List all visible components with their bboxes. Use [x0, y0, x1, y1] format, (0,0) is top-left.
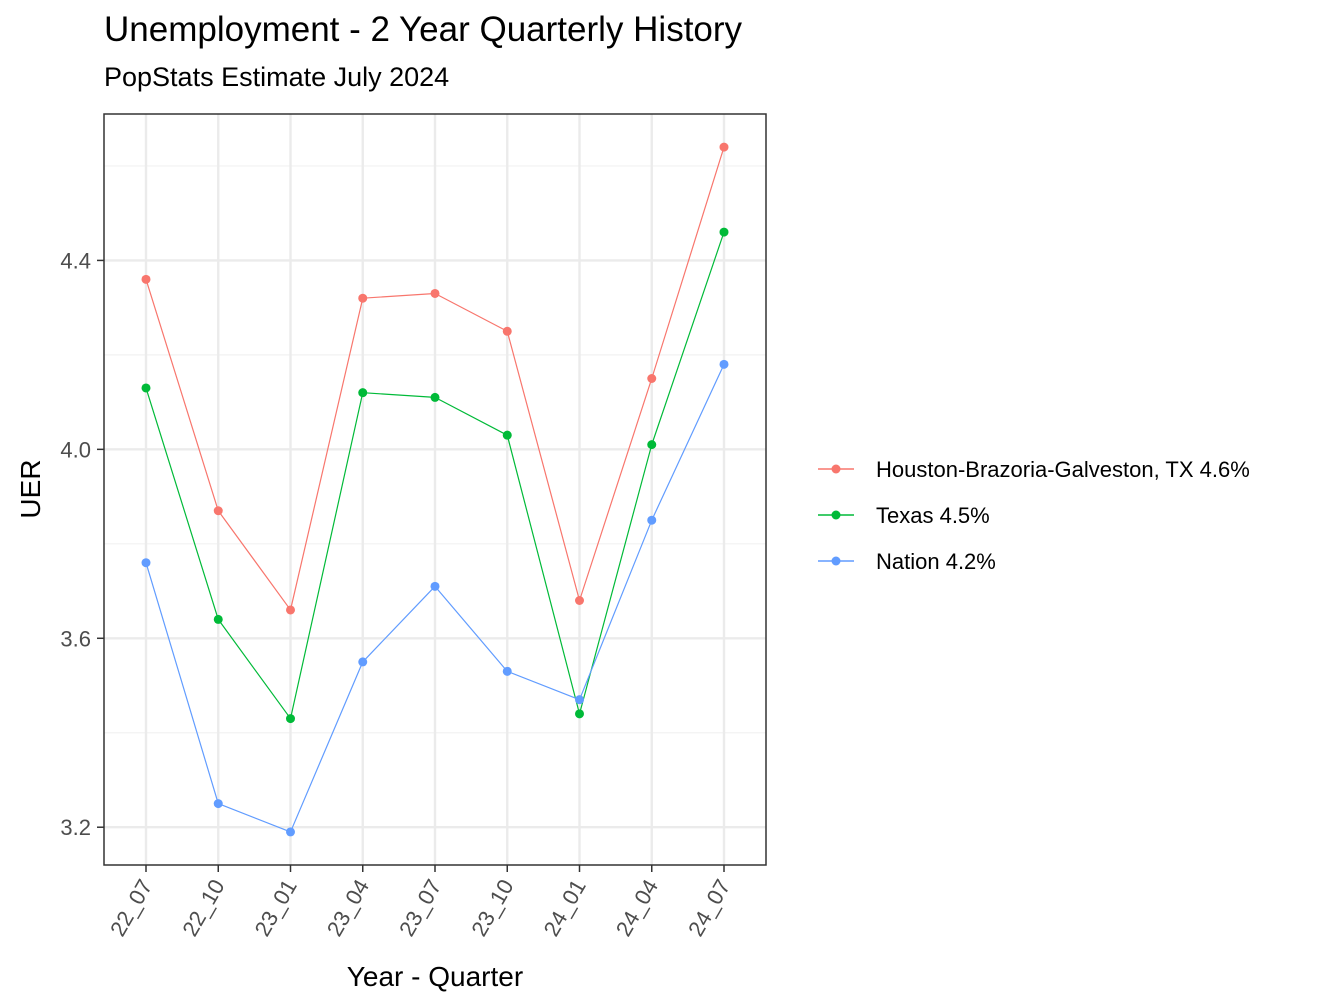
data-point — [286, 605, 295, 615]
x-tick-label: 24_01 — [539, 875, 591, 940]
data-point — [575, 595, 584, 605]
legend-label: Nation 4.2% — [876, 549, 996, 574]
data-point — [358, 293, 368, 303]
y-tick-label: 3.6 — [60, 626, 91, 651]
data-point — [647, 515, 657, 525]
series-2 — [141, 359, 729, 837]
legend: Houston-Brazoria-Galveston, TX 4.6% Texas… — [818, 457, 1250, 574]
data-point — [647, 374, 657, 384]
data-point — [141, 383, 151, 393]
data-point — [213, 506, 223, 516]
data-point — [502, 666, 512, 676]
series-layer — [141, 142, 729, 837]
data-point — [213, 614, 223, 624]
legend-item: Nation 4.2% — [818, 549, 996, 574]
data-point — [141, 558, 151, 568]
data-point — [502, 326, 512, 336]
y-tick-label: 4.4 — [60, 248, 91, 273]
data-point — [719, 227, 729, 237]
data-point — [286, 827, 295, 837]
legend-key-point — [831, 556, 841, 566]
legend-label: Texas 4.5% — [876, 503, 990, 528]
legend-label: Houston-Brazoria-Galveston, TX 4.6% — [876, 457, 1250, 482]
y-tick-label: 4.0 — [60, 437, 91, 462]
data-point — [213, 799, 223, 809]
legend-item: Houston-Brazoria-Galveston, TX 4.6% — [818, 457, 1250, 482]
data-point — [430, 581, 440, 591]
legend-key-point — [831, 464, 841, 474]
data-point — [141, 274, 151, 284]
chart-title: Unemployment - 2 Year Quarterly History — [104, 10, 743, 49]
x-tick-label: 24_07 — [683, 875, 735, 940]
x-tick-label: 22_07 — [105, 875, 157, 940]
x-tick-label: 23_01 — [250, 875, 302, 940]
x-axis-title: Year - Quarter — [347, 961, 523, 992]
data-point — [719, 142, 729, 152]
data-point — [286, 714, 295, 724]
data-point — [575, 709, 584, 719]
legend-item: Texas 4.5% — [818, 503, 990, 528]
data-point — [575, 695, 584, 705]
x-tick-label: 24_04 — [611, 875, 663, 940]
data-point — [358, 657, 368, 667]
data-point — [358, 388, 368, 398]
x-tick-label: 23_04 — [322, 875, 374, 940]
data-point — [502, 430, 512, 440]
data-point — [647, 440, 657, 450]
chart-subtitle: PopStats Estimate July 2024 — [104, 62, 450, 92]
y-tick-label: 3.2 — [60, 815, 91, 840]
data-point — [430, 288, 440, 298]
data-point — [719, 359, 729, 369]
series-1 — [141, 227, 729, 724]
major-gridlines — [104, 114, 766, 865]
x-tick-label: 23_10 — [466, 875, 518, 940]
x-tick-label: 22_10 — [177, 875, 229, 940]
y-axis-title: UER — [15, 459, 46, 518]
series-0 — [141, 142, 729, 615]
legend-key-point — [831, 510, 841, 520]
x-axis: 22_07 22_10 23_01 23_04 23_07 23_10 24_01 24_04… — [105, 865, 735, 940]
y-axis: 3.2 3.6 4.0 4.4 — [60, 248, 104, 840]
data-point — [430, 392, 440, 402]
x-tick-label: 23_07 — [394, 875, 446, 940]
